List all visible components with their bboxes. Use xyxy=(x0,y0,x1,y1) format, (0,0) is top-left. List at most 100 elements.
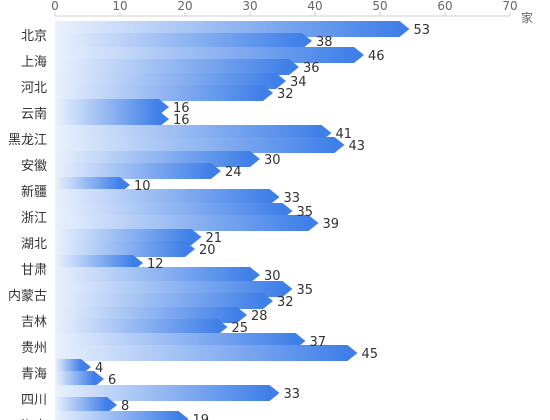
bar xyxy=(55,85,263,101)
value-label: 35 xyxy=(297,283,314,298)
value-label: 12 xyxy=(147,257,164,272)
x-tick-label: 20 xyxy=(177,0,192,13)
x-tick-label: 10 xyxy=(112,0,127,13)
category-label: 贵州 xyxy=(21,341,47,356)
bar-pointer xyxy=(250,267,260,283)
value-label: 28 xyxy=(251,309,268,324)
value-label: 16 xyxy=(173,101,190,116)
bar xyxy=(55,241,185,257)
value-label: 21 xyxy=(206,231,223,246)
bar xyxy=(55,189,270,205)
bar-pointer xyxy=(178,411,189,420)
x-tick-label: 60 xyxy=(437,0,452,13)
bar-pointer xyxy=(276,73,286,89)
value-label: 33 xyxy=(284,191,301,206)
bar xyxy=(55,293,263,309)
bar-pointer xyxy=(308,215,319,231)
category-label: 青海 xyxy=(21,367,47,382)
bar-pointer xyxy=(269,189,280,205)
x-axis: 0 10 20 30 40 50 60 70 xyxy=(51,0,518,17)
category-label: 湖北 xyxy=(21,237,47,252)
value-label: 43 xyxy=(349,139,366,154)
x-tick-label: 40 xyxy=(307,0,322,13)
x-tick-label: 70 xyxy=(502,0,517,13)
bar-pointer xyxy=(289,59,299,75)
bar-pointer xyxy=(185,241,195,257)
bar xyxy=(55,137,335,153)
value-label: 38 xyxy=(316,35,333,50)
category-label: 云南 xyxy=(21,106,47,122)
bar-pointer xyxy=(94,371,104,387)
category-label: 四川 xyxy=(21,393,47,408)
bar-pointer xyxy=(263,293,273,309)
value-label: 20 xyxy=(199,243,216,258)
value-label: 25 xyxy=(232,321,249,336)
x-axis-unit-label: 家 xyxy=(521,10,533,25)
bar-pointer xyxy=(347,345,358,361)
bars xyxy=(55,21,410,420)
bar xyxy=(55,33,302,49)
bar-pointer xyxy=(159,99,169,115)
bar-pointer xyxy=(211,163,221,179)
bar xyxy=(55,319,218,335)
bar-pointer xyxy=(302,33,312,49)
bar xyxy=(55,215,309,231)
bar-pointer xyxy=(399,21,410,37)
value-label: 32 xyxy=(277,295,294,310)
bar-pointer xyxy=(354,47,364,63)
bar-pointer xyxy=(191,229,202,245)
value-label: 16 xyxy=(173,113,190,128)
category-label: 海南 xyxy=(21,418,47,420)
category-label: 浙江 xyxy=(21,211,47,226)
bar-pointer xyxy=(263,85,273,101)
value-label: 33 xyxy=(284,387,301,402)
value-label: 6 xyxy=(108,373,116,388)
category-label: 甘肃 xyxy=(21,263,47,278)
bar xyxy=(55,267,250,283)
value-label: 37 xyxy=(310,335,327,350)
value-label: 45 xyxy=(362,347,379,362)
bar xyxy=(55,385,270,401)
value-label: 46 xyxy=(368,49,385,64)
category-label: 河北 xyxy=(21,81,47,96)
value-label: 19 xyxy=(193,413,210,420)
bar xyxy=(55,111,159,127)
x-tick-label: 50 xyxy=(372,0,387,13)
category-label: 上海 xyxy=(21,55,47,70)
category-label: 黑龙江 xyxy=(8,133,47,148)
value-label: 34 xyxy=(290,75,307,90)
bar-pointer xyxy=(269,385,280,401)
value-label: 32 xyxy=(277,87,294,102)
bar-pointer xyxy=(250,151,260,167)
value-label: 24 xyxy=(225,165,242,180)
x-tick-label: 30 xyxy=(242,0,257,13)
bar-pointer xyxy=(159,111,169,127)
bar xyxy=(55,163,211,179)
value-label: 41 xyxy=(336,127,353,142)
category-label: 内蒙古 xyxy=(8,288,47,304)
bar-pointer xyxy=(107,397,117,413)
value-label: 35 xyxy=(297,205,314,220)
bar xyxy=(55,59,289,75)
bar-pointer xyxy=(334,137,345,153)
value-label: 30 xyxy=(264,269,281,284)
bar-pointer xyxy=(217,319,228,335)
value-label: 8 xyxy=(121,399,129,414)
bar-pointer xyxy=(282,281,293,297)
value-label: 4 xyxy=(95,361,103,376)
bar-pointer xyxy=(237,307,247,323)
value-label: 10 xyxy=(134,179,151,194)
value-label: 36 xyxy=(303,61,320,76)
category-label: 安徽 xyxy=(21,159,47,174)
value-label: 30 xyxy=(264,153,281,168)
category-label: 吉林 xyxy=(21,315,47,330)
bar xyxy=(55,345,348,361)
category-label: 新疆 xyxy=(21,184,47,200)
bar xyxy=(55,371,94,387)
value-label: 39 xyxy=(323,217,340,232)
bar xyxy=(55,397,107,413)
x-tick-label: 0 xyxy=(51,0,59,13)
bar xyxy=(55,411,179,420)
